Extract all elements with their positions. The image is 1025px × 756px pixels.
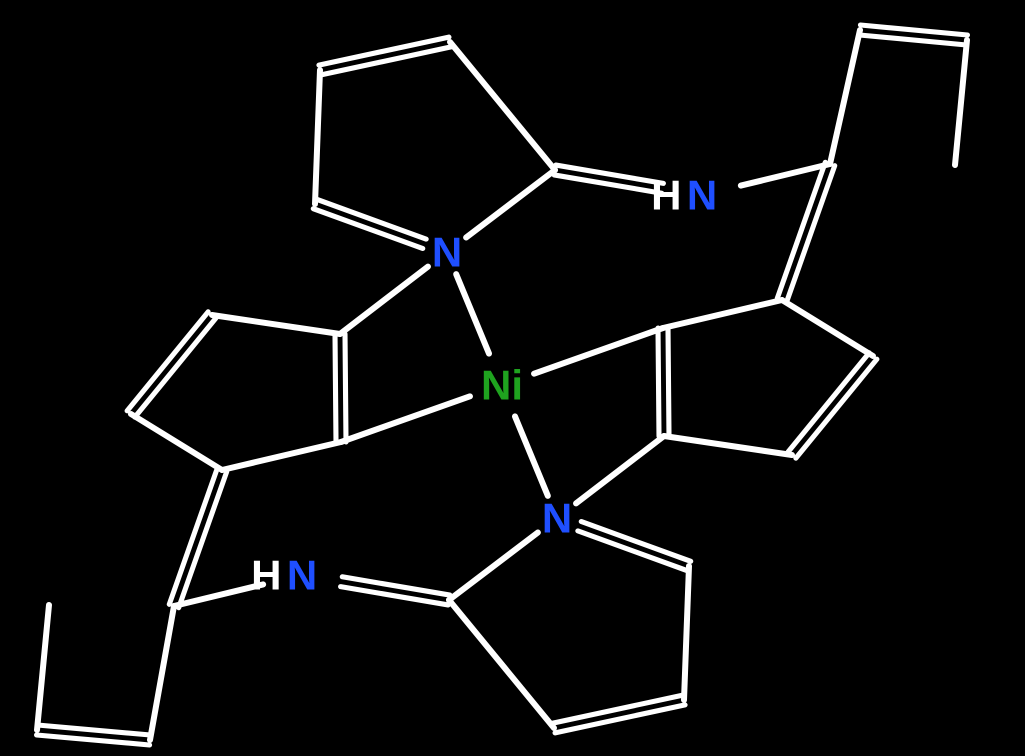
svg-text:N: N: [687, 172, 717, 219]
atom-label-N3: HN: [651, 172, 717, 219]
atom-label-N1: N: [432, 229, 462, 276]
molecule-diagram: NiNNHNHN: [0, 0, 1025, 756]
svg-text:H: H: [251, 552, 281, 599]
atom-label-M: Ni: [481, 362, 523, 409]
svg-text:N: N: [287, 552, 317, 599]
atom-label-N2: N: [542, 495, 572, 542]
atom-label-N4: HN: [251, 552, 317, 599]
svg-text:H: H: [651, 172, 681, 219]
